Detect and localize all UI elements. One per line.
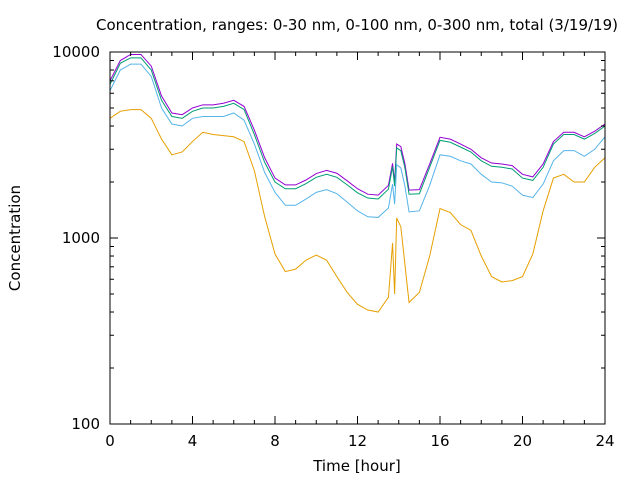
series-line-4 xyxy=(109,109,606,313)
x-tick-label: 16 xyxy=(430,432,449,450)
x-tick-label: 12 xyxy=(348,432,367,450)
y-axis-label: Concentration xyxy=(6,185,24,291)
tick-layer: 0 4 8 12 16 20 24 100 1000 10000 xyxy=(52,43,614,450)
plot-frame xyxy=(109,51,606,425)
x-tick-label: 4 xyxy=(188,432,198,450)
x-tick-label: 8 xyxy=(270,432,280,450)
series-line-1 xyxy=(109,53,606,196)
y-tick-label: 10000 xyxy=(52,43,100,61)
x-tick-label: 24 xyxy=(595,432,614,450)
y-tick-label: 100 xyxy=(71,415,100,433)
x-tick-label: 20 xyxy=(513,432,532,450)
series-line-2 xyxy=(109,57,606,200)
series-line-3 xyxy=(109,63,606,218)
x-tick-label: 0 xyxy=(105,432,115,450)
y-tick-label: 1000 xyxy=(62,229,100,247)
chart-title: Concentration, ranges: 0-30 nm, 0-100 nm… xyxy=(96,16,618,34)
x-axis-label: Time [hour] xyxy=(312,457,401,475)
series-layer xyxy=(109,53,606,313)
